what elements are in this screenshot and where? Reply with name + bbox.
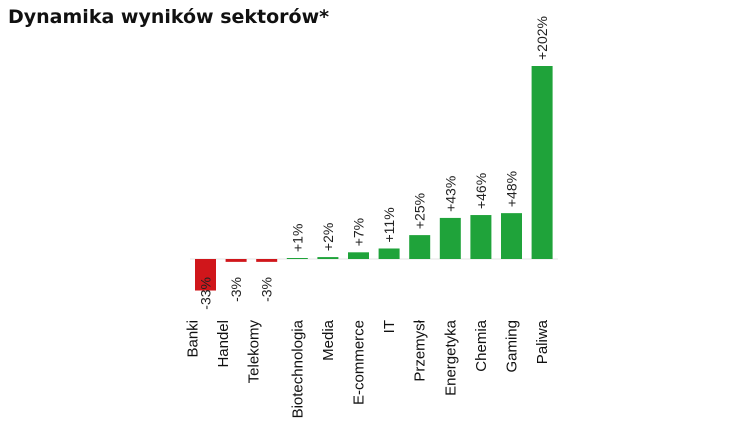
value-label-banki: -33% <box>198 277 214 310</box>
category-label-biotechnologia: Biotechnologia <box>289 319 306 418</box>
bars-group <box>195 66 553 291</box>
category-label-e-commerce: E-commerce <box>351 320 368 405</box>
bar-przemysl <box>409 235 431 259</box>
value-label-it: +11% <box>381 207 397 242</box>
category-label-paliwa: Paliwa <box>534 319 551 364</box>
category-label-it: IT <box>381 320 398 333</box>
category-label-media: Media <box>320 319 337 361</box>
bar-paliwa <box>531 66 553 259</box>
category-label-chemia: Chemia <box>473 319 490 371</box>
value-label-przemysl: +25% <box>412 193 428 229</box>
bar-gaming <box>501 213 522 259</box>
bar-media <box>317 257 339 259</box>
category-label-telekomy: Telekomy <box>246 320 263 384</box>
value-label-e-commerce: +7% <box>351 218 367 246</box>
category-label-przemysl: Przemysł <box>412 319 429 381</box>
category-label-energetyka: Energetyka <box>442 319 459 396</box>
bar-telekomy <box>256 259 278 262</box>
category-label-gaming: Gaming <box>504 320 521 373</box>
value-label-gaming: +48% <box>504 171 520 207</box>
bar-it <box>378 248 400 259</box>
category-label-banki: Banki <box>185 320 202 358</box>
category-labels-group: Banki Handel Telekomy Biotechnologia Media E-… <box>185 319 552 418</box>
bar-e-commerce <box>348 252 369 259</box>
bar-banki <box>195 259 216 291</box>
value-label-paliwa: +202% <box>534 16 550 60</box>
value-label-handel: -3% <box>228 277 244 302</box>
value-label-media: +2% <box>320 223 336 251</box>
value-label-biotechnologia: +1% <box>289 224 305 252</box>
value-label-energetyka: +43% <box>442 176 458 212</box>
chart-title: Dynamika wyników sektorów* <box>8 6 330 28</box>
bar-handel <box>225 259 247 262</box>
value-label-telekomy: -3% <box>259 277 275 302</box>
category-label-handel: Handel <box>215 320 232 368</box>
bar-energetyka <box>439 217 461 259</box>
bar-biotechnologia <box>286 258 308 259</box>
value-label-chemia: +46% <box>473 173 489 209</box>
value-labels-group: -33% -3% -3% +1% +2% +7% +11% +25% +43% +46% +48% +… <box>198 16 551 310</box>
bar-chemia <box>470 215 492 259</box>
